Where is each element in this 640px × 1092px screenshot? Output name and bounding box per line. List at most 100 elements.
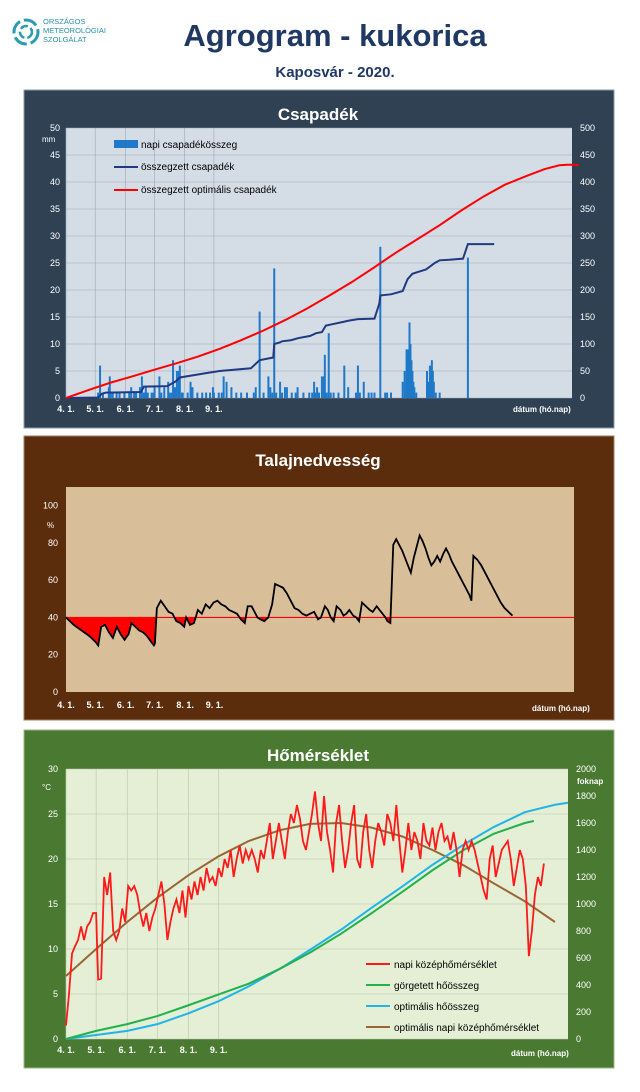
precip-bar	[140, 376, 143, 398]
logo-line-2: METEOROLÓGIAI	[43, 26, 106, 35]
precip-x-tick: 5. 1.	[86, 404, 104, 414]
precip-y2-tick: 450	[580, 150, 595, 160]
precip-bar	[258, 311, 261, 398]
temp-y-tick: 20	[48, 854, 58, 864]
precipitation-title: Csapadék	[278, 105, 359, 124]
precip-bar	[138, 387, 141, 398]
precip-bar	[410, 360, 413, 398]
temp-y-tick: 10	[48, 944, 58, 954]
precip-bar	[191, 387, 194, 398]
logo-line-3: SZOLGÁLAT	[43, 35, 87, 44]
precip-bar	[108, 376, 111, 398]
temp-y-tick: 30	[48, 764, 58, 774]
soil-y-tick: 20	[48, 650, 58, 660]
precip-bar	[178, 365, 181, 398]
precip-bar	[379, 246, 382, 398]
logo: ORSZÁGOS METEOROLÓGIAI SZOLGÁLAT	[10, 14, 130, 50]
soil-y-tick: 0	[53, 687, 58, 697]
precip-bar	[313, 381, 316, 398]
precip-bar	[145, 392, 148, 398]
temp-x-tick: 9. 1.	[210, 1045, 228, 1055]
temperature-y-unit: °C	[42, 783, 51, 792]
precip-bar	[322, 376, 325, 398]
precip-bar	[186, 392, 189, 398]
precip-y-tick: 50	[50, 123, 60, 133]
precip-bar	[466, 257, 469, 398]
precip-bar	[358, 392, 361, 398]
precip-bar	[143, 392, 146, 398]
precip-bar	[170, 392, 173, 398]
precip-y-tick: 10	[50, 339, 60, 349]
precip-bar	[173, 387, 176, 398]
precip-y-tick: 40	[50, 177, 60, 187]
precip-y-tick: 35	[50, 204, 60, 214]
precip-bar	[354, 392, 357, 398]
precip-y2-tick: 50	[580, 366, 590, 376]
soil-moisture-line	[65, 532, 514, 648]
precip-bar	[109, 392, 112, 398]
precip-bar	[168, 392, 171, 398]
precip-bar	[290, 392, 293, 398]
precip-bar	[175, 371, 178, 398]
legend-heat-sum: görgetett hőösszeg	[394, 981, 479, 992]
temperature-title: Hőmérséklet	[267, 746, 369, 765]
temp-y2-tick: 2000	[576, 764, 596, 774]
precip-bar	[429, 376, 432, 398]
precip-bar	[411, 371, 414, 398]
precip-bar	[97, 392, 100, 398]
temp-x-tick: 5. 1.	[87, 1045, 105, 1055]
precip-bar	[271, 392, 274, 398]
precip-y2-tick: 0	[580, 393, 585, 403]
precip-bar	[302, 392, 305, 398]
precip-bar	[285, 387, 288, 398]
precip-bar	[426, 371, 429, 398]
temperature-plot-area	[66, 769, 568, 1039]
precip-bar	[177, 371, 180, 398]
precip-bar	[281, 392, 284, 398]
precip-y-tick: 30	[50, 231, 60, 241]
temp-y2-tick: 600	[576, 953, 591, 963]
precip-bar	[212, 392, 215, 398]
precip-bar	[269, 387, 272, 398]
temp-y2-tick: 1400	[576, 845, 596, 855]
precip-bar	[314, 392, 317, 398]
precip-bar	[220, 392, 223, 398]
precip-y2-tick: 400	[580, 177, 595, 187]
precip-bar	[189, 381, 192, 398]
temperature-x-label: dátum (hó.nap)	[511, 1049, 569, 1058]
temp-y2-tick: 400	[576, 980, 591, 990]
precip-bar	[279, 381, 282, 398]
precip-bar	[347, 387, 350, 398]
precip-bar	[390, 392, 393, 398]
precip-x-tick: 8. 1.	[176, 404, 194, 414]
temp-y2-tick: 1200	[576, 872, 596, 882]
daily-temp-line	[65, 791, 545, 1026]
soil-title: Talajnedvesség	[255, 451, 380, 470]
soil-x-label: dátum (hó.nap)	[532, 704, 590, 713]
precip-y2-tick: 200	[580, 285, 595, 295]
precip-bar	[327, 333, 330, 398]
precip-y2-tick: 150	[580, 312, 595, 322]
precip-y2-tick: 500	[580, 123, 595, 133]
precip-bar	[296, 387, 299, 398]
temp-y-tick: 0	[53, 1034, 58, 1044]
precip-bar	[150, 392, 153, 398]
precip-bar	[323, 354, 326, 398]
precip-bar	[163, 387, 166, 398]
precip-bar	[115, 392, 118, 398]
precip-bar	[144, 387, 147, 398]
precip-bar	[434, 392, 437, 398]
soil-y-tick: 40	[48, 612, 58, 622]
precipitation-y-unit: mm	[42, 135, 56, 144]
precip-bar	[320, 376, 323, 398]
precip-bar	[426, 392, 429, 398]
precip-bar	[111, 392, 114, 398]
precip-bar	[337, 392, 340, 398]
precip-bar	[209, 392, 212, 398]
precip-bar	[370, 392, 373, 398]
temp-y2-tick: 800	[576, 926, 591, 936]
temp-y2-tick: 1800	[576, 791, 596, 801]
precip-bar	[413, 387, 416, 398]
precip-bar	[294, 392, 297, 398]
